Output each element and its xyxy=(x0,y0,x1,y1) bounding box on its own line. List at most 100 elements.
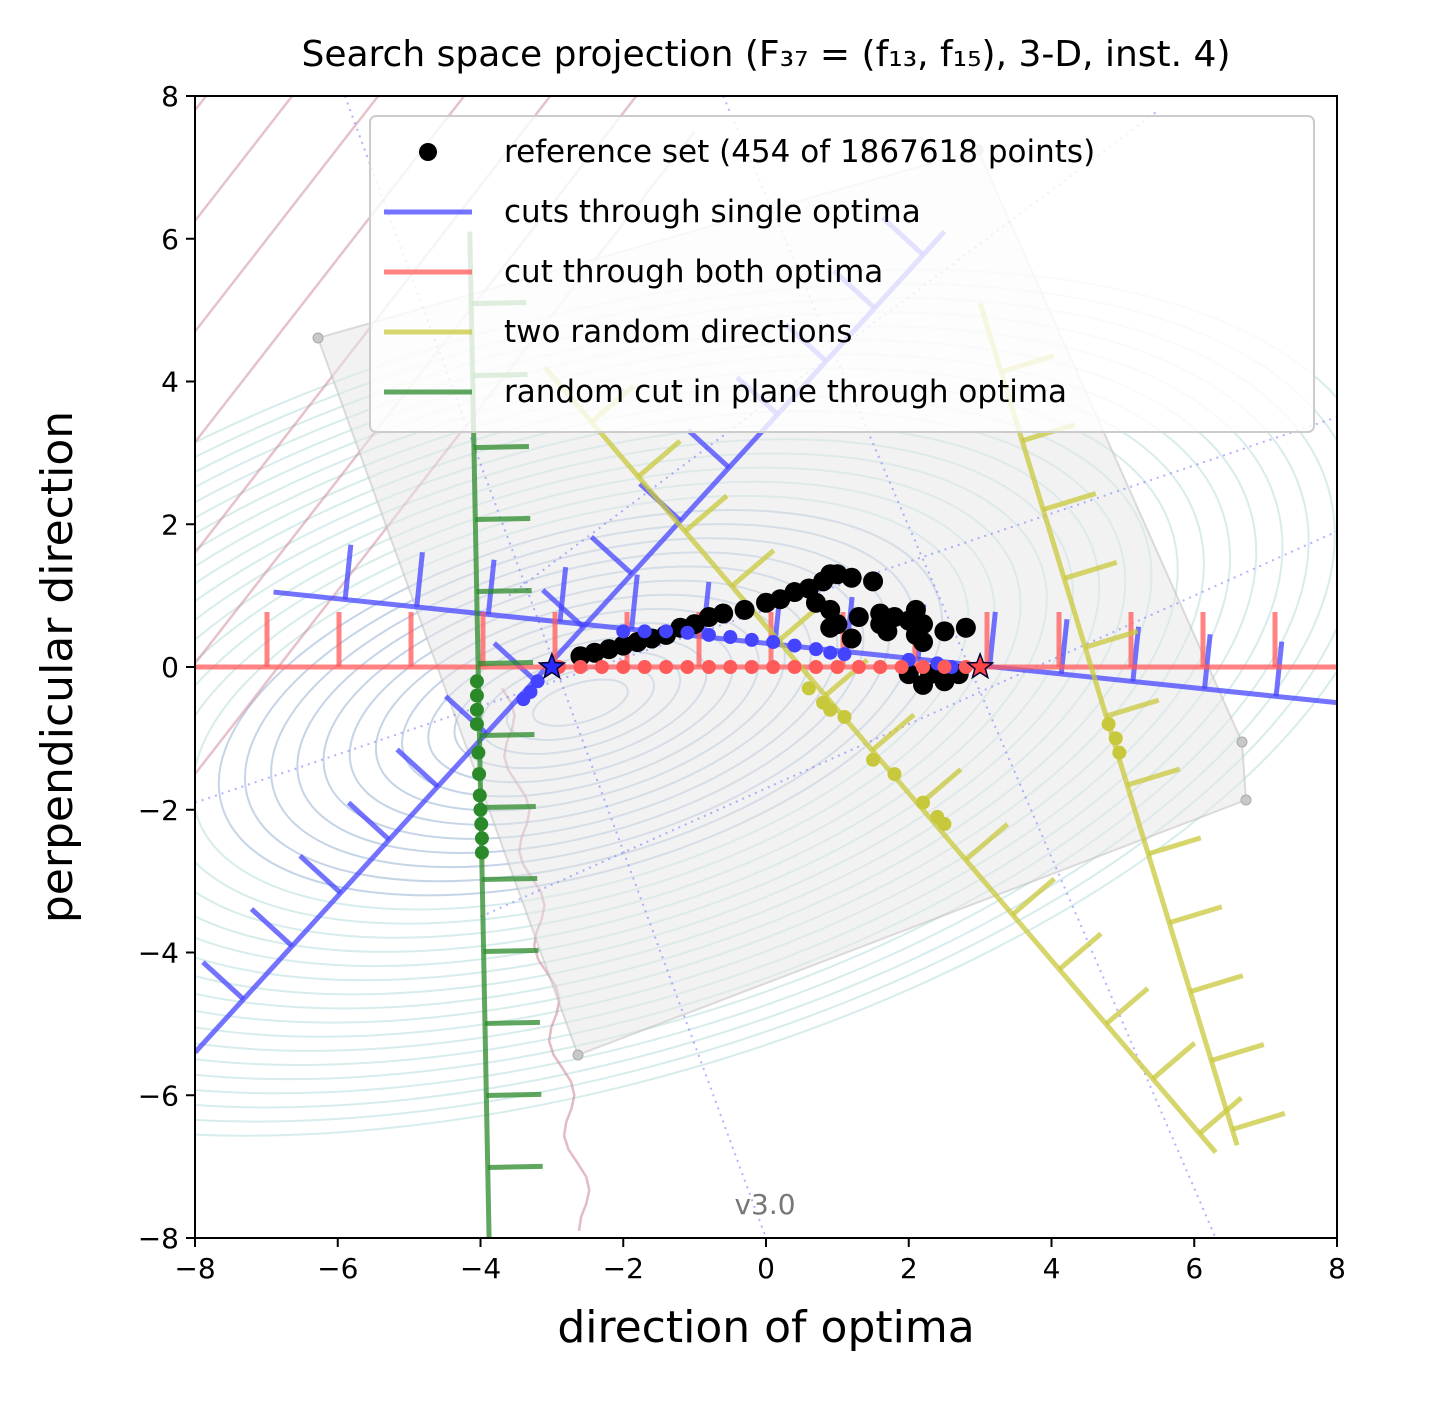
legend-label-both_cut: cut through both optima xyxy=(504,254,883,290)
random_dirs-point xyxy=(1112,745,1127,760)
plane-corner-marker xyxy=(572,1049,584,1061)
legend: reference set (454 of 1867618 points) cut… xyxy=(369,115,1315,433)
single_cuts-tick xyxy=(201,960,246,1002)
single_cuts-tick xyxy=(557,566,569,623)
y-tick-label: 4 xyxy=(161,366,179,399)
random_dirs-tick xyxy=(1010,876,1056,917)
random_dirs-tick xyxy=(683,493,729,534)
plane_cut-tick xyxy=(482,875,538,882)
chart-title: Search space projection (F₃₇ = (f₁₃, f₁₅… xyxy=(301,34,1230,75)
single_cuts-point xyxy=(616,624,631,639)
x-tick-label: −4 xyxy=(460,1252,501,1285)
single_cuts-tick xyxy=(249,907,294,948)
plane_cut-tick xyxy=(483,947,539,954)
random_dirs-point xyxy=(823,702,838,717)
single_cuts-tick xyxy=(686,428,731,470)
y-tick-label: 6 xyxy=(161,223,179,256)
x-tick-label: 6 xyxy=(1185,1252,1203,1285)
plane_cut-point xyxy=(472,767,487,782)
y-tick-label: 0 xyxy=(161,651,179,684)
single_cuts-point xyxy=(837,647,852,662)
plane-corner-marker xyxy=(1240,794,1252,806)
random_dirs-tick xyxy=(1105,697,1160,719)
both_cut-point xyxy=(808,660,823,674)
single_cuts-point xyxy=(701,627,716,642)
reference-point xyxy=(713,603,734,624)
plane_cut-point xyxy=(473,802,488,817)
single_cuts-tick xyxy=(629,574,640,630)
random_dirs-tick xyxy=(1063,560,1118,581)
both_cut-point xyxy=(637,660,652,674)
both_cut-point xyxy=(766,660,781,674)
both_cut-point xyxy=(830,660,845,674)
single_cuts-point xyxy=(744,632,759,647)
random_dirs-tick xyxy=(1057,931,1103,972)
contour-line-pink xyxy=(195,96,294,222)
random_dirs-tick xyxy=(1189,973,1244,995)
plane_cut-tick xyxy=(478,659,534,667)
random_dirs-tick xyxy=(1042,491,1097,512)
both_cut-point xyxy=(916,660,931,674)
y-tick-label: −6 xyxy=(138,1079,179,1112)
random_dirs-tick xyxy=(730,548,776,589)
contour-line-pink xyxy=(195,96,380,333)
optimum-star-2 xyxy=(965,651,995,680)
both_cut-point xyxy=(659,660,674,674)
plane_cut-tick xyxy=(486,1091,542,1098)
both_cut-point xyxy=(680,660,695,674)
single_cuts-point xyxy=(823,645,838,660)
random_dirs-tick xyxy=(1084,628,1139,650)
optimum-star-1 xyxy=(537,651,567,680)
random_dirs-point xyxy=(887,767,902,782)
random_dirs-point xyxy=(937,817,952,832)
plane_cut-tick xyxy=(487,1163,543,1170)
single_cuts-tick xyxy=(395,747,440,789)
legend-label-single_cuts: cuts through single optima xyxy=(504,194,921,230)
random_dirs-point xyxy=(1108,731,1123,746)
reference-point xyxy=(870,614,891,635)
plane-corner-marker xyxy=(1236,736,1248,748)
random_dirs-tick xyxy=(1231,1110,1286,1132)
single_cuts-point xyxy=(766,635,781,650)
plane_cut-tick xyxy=(475,516,531,523)
reference-point xyxy=(841,628,862,649)
single_cuts-tick xyxy=(1202,633,1213,690)
plane_cut-point xyxy=(469,717,484,732)
y-axis-label: perpendicular direction xyxy=(32,411,83,923)
random_dirs-tick xyxy=(964,822,1010,862)
both_cut-point xyxy=(701,660,716,674)
plane-corner-marker xyxy=(312,332,324,344)
single_cuts-tick xyxy=(1130,626,1142,682)
random_dirs-point xyxy=(801,681,816,696)
random_dirs-tick xyxy=(1210,1042,1265,1063)
random_dirs-tick xyxy=(1147,835,1202,857)
both_cut-point xyxy=(594,660,609,674)
x-tick-label: 8 xyxy=(1328,1252,1346,1285)
single_cuts-point xyxy=(530,674,545,689)
plane_cut-tick xyxy=(473,444,529,451)
reference-point xyxy=(913,674,934,695)
reference-point xyxy=(820,617,841,638)
reference-point xyxy=(848,607,869,628)
single_cuts-point xyxy=(680,625,695,640)
y-tick-label: 8 xyxy=(161,80,179,113)
random_dirs-point xyxy=(866,752,881,767)
single_cuts-point xyxy=(723,630,738,645)
plane_cut-tick xyxy=(484,1019,540,1026)
plane_cut-point xyxy=(474,831,489,846)
random_dirs-point xyxy=(837,709,852,724)
y-tick-label: −2 xyxy=(138,794,179,827)
single_cuts-point xyxy=(523,684,538,699)
plane_cut-point xyxy=(474,817,489,832)
plane_cut-point xyxy=(469,702,484,717)
y-tick-label: −8 xyxy=(138,1222,179,1255)
single_cuts-point xyxy=(637,624,652,639)
x-axis-ticks: −8 −6 −4 −2 0 2 4 6 8 xyxy=(174,1238,1346,1285)
random_dirs-tick xyxy=(1197,1095,1244,1136)
single_cuts-tick xyxy=(298,853,343,895)
legend-label-plane_cut: random cut in plane through optima xyxy=(504,374,1067,410)
x-tick-label: −2 xyxy=(603,1252,644,1285)
single_cuts-point xyxy=(659,624,674,639)
x-tick-label: 2 xyxy=(900,1252,918,1285)
single_cuts-tick xyxy=(589,534,634,576)
